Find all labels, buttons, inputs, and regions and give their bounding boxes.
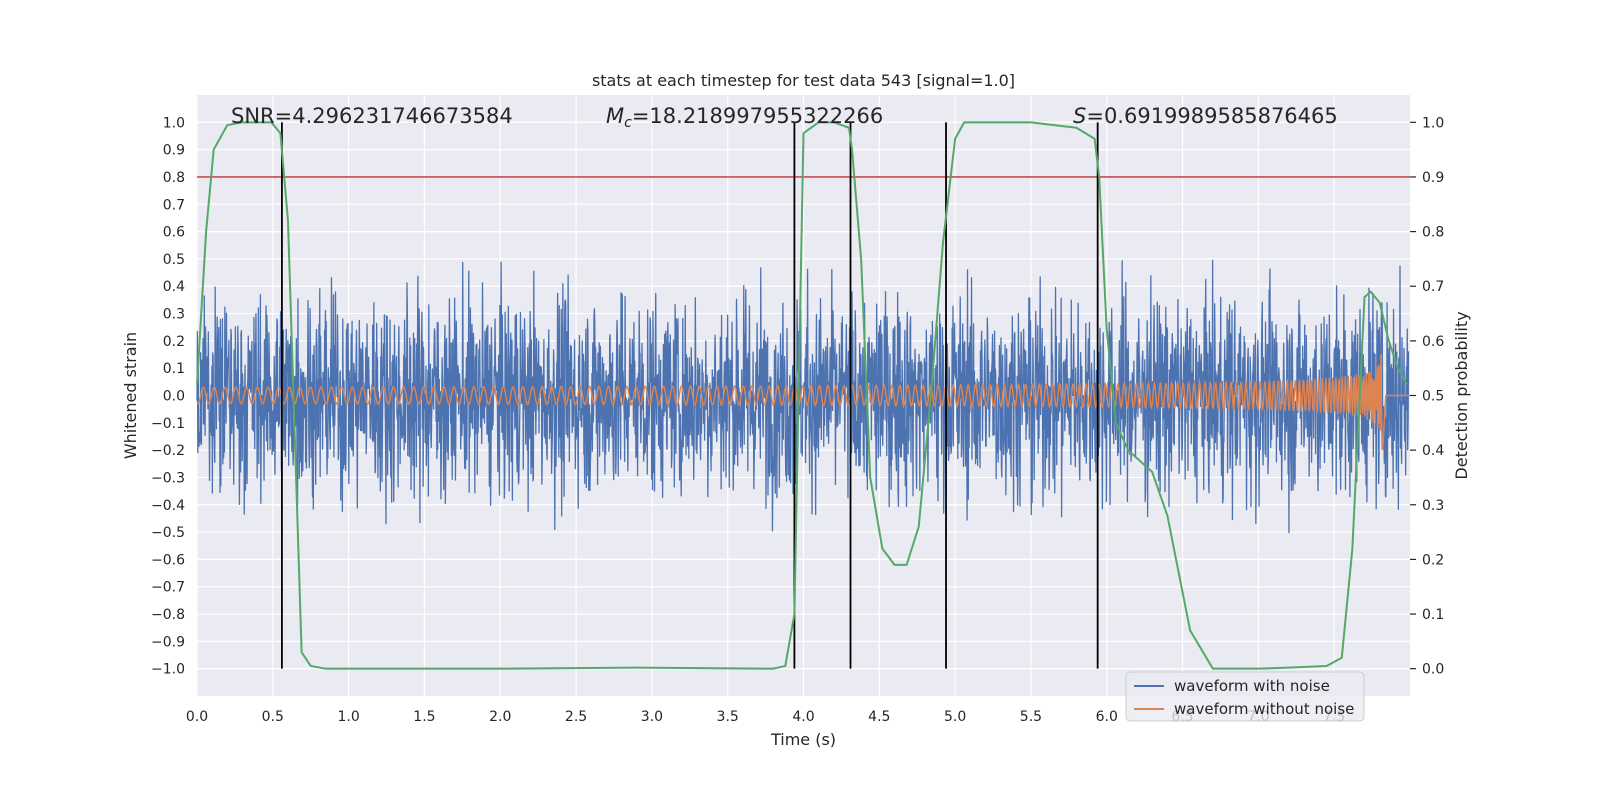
chirp-mass-annotation: Mc=18.218997955322266 <box>606 104 883 131</box>
s-value: =0.6919989585876465 <box>1086 104 1337 128</box>
y2-tick-label: 0.3 <box>1422 498 1444 514</box>
x-tick-label: 3.5 <box>717 709 739 725</box>
y-tick-label: −0.7 <box>151 580 185 596</box>
x-tick-label: 1.5 <box>413 709 435 725</box>
y2-tick-label: 0.9 <box>1422 170 1444 186</box>
y-tick-label: 0.9 <box>163 143 185 159</box>
y-tick-label: 0.5 <box>163 252 185 268</box>
y-tick-label: 0.2 <box>163 334 185 350</box>
chirp-mass-subscript: c <box>624 115 632 131</box>
y2-tick-label: 0.8 <box>1422 225 1444 241</box>
y2-tick-label: 0.5 <box>1422 389 1444 405</box>
x-tick-label: 3.0 <box>641 709 663 725</box>
x-tick-label: 1.0 <box>337 709 359 725</box>
chart-title: stats at each timestep for test data 543… <box>592 71 1015 90</box>
y-tick-label: −0.4 <box>151 498 185 514</box>
x-axis-label: Time (s) <box>770 730 836 749</box>
y-tick-label: −0.5 <box>151 525 185 541</box>
y2-tick-label: 0.6 <box>1422 334 1444 350</box>
y-tick-label: −1.0 <box>151 662 185 678</box>
clean-waveform <box>196 354 1410 451</box>
y2-axis-label: Detection probability <box>1452 311 1471 479</box>
y-axis-left: −1.0 −0.9 −0.8 −0.7 −0.6 −0.5 −0.4 −0.3 −0.2 −0.1… <box>151 115 185 677</box>
legend-box <box>1125 671 1365 722</box>
legend: waveform with noise waveform without noi… <box>1125 671 1365 722</box>
y-tick-label: −0.6 <box>151 552 185 568</box>
x-tick-label: 0.5 <box>262 709 284 725</box>
noisy-waveform <box>196 259 1410 534</box>
y-tick-label: −0.8 <box>151 607 185 623</box>
noise-layer <box>196 259 1410 534</box>
x-tick-label: 5.0 <box>944 709 966 725</box>
x-tick-label: 4.5 <box>868 709 890 725</box>
y2-tick-label: 0.2 <box>1422 552 1444 568</box>
y-axis-right: 0.0 0.1 0.2 0.3 0.4 0.5 0.6 0.7 0.8 0.9 1.0 <box>1410 115 1444 678</box>
y2-tick-label: 0.7 <box>1422 279 1444 295</box>
y-tick-label: −0.3 <box>151 470 185 486</box>
legend-label-noise: waveform with noise <box>1174 677 1330 695</box>
y-tick-label: −0.1 <box>151 416 185 432</box>
y-axis-label: Whitened strain <box>121 332 140 459</box>
s-symbol: S <box>1073 104 1086 128</box>
y2-tick-label: 1.0 <box>1422 115 1444 131</box>
y-tick-label: 0.3 <box>163 307 185 323</box>
y-tick-label: 0.8 <box>163 170 185 186</box>
legend-label-clean: waveform without noise <box>1174 700 1354 718</box>
y2-tick-label: 0.0 <box>1422 662 1444 678</box>
detection-probability-line <box>196 121 1408 670</box>
y-tick-label: 1.0 <box>163 115 185 131</box>
y-tick-label: 0.7 <box>163 197 185 213</box>
y2-tick-label: 0.1 <box>1422 607 1444 623</box>
prob-layer <box>196 121 1408 670</box>
s-annotation: S=0.6919989585876465 <box>1073 104 1338 128</box>
y-tick-label: 0.4 <box>163 279 185 295</box>
y-tick-label: 0.6 <box>163 225 185 241</box>
x-tick-label: 6.0 <box>1096 709 1118 725</box>
x-tick-label: 2.0 <box>489 709 511 725</box>
x-tick-label: 2.5 <box>565 709 587 725</box>
y-tick-label: −0.9 <box>151 634 185 650</box>
y2-tick-label: 0.4 <box>1422 443 1444 459</box>
y-tick-label: −0.2 <box>151 443 185 459</box>
chirp-mass-symbol: M <box>606 104 624 128</box>
clean-layer <box>196 354 1410 451</box>
chirp-mass-value: =18.218997955322266 <box>632 104 883 128</box>
y-tick-label: 0.0 <box>163 389 185 405</box>
x-tick-label: 5.5 <box>1020 709 1042 725</box>
snr-annotation: SNR=4.296231746673584 <box>231 104 513 128</box>
x-tick-label: 0.0 <box>186 709 208 725</box>
x-tick-label: 4.0 <box>792 709 814 725</box>
y-tick-label: 0.1 <box>163 361 185 377</box>
